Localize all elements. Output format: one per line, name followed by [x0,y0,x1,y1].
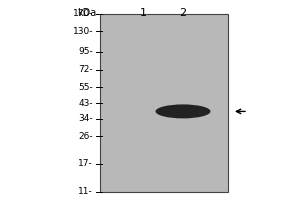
Text: 170-: 170- [73,9,93,19]
Ellipse shape [155,104,211,118]
Text: 1: 1 [140,8,146,18]
Text: 26-: 26- [78,132,93,141]
Text: 17-: 17- [78,159,93,168]
Text: 34-: 34- [78,114,93,123]
Text: kDa: kDa [77,8,96,18]
Text: 130-: 130- [73,27,93,36]
Text: 43-: 43- [78,99,93,108]
Text: 2: 2 [179,8,187,18]
Text: 72-: 72- [78,65,93,74]
Text: 55-: 55- [78,83,93,92]
Bar [100,14,228,192]
Text: 95-: 95- [78,47,93,56]
Text: 11-: 11- [78,188,93,196]
